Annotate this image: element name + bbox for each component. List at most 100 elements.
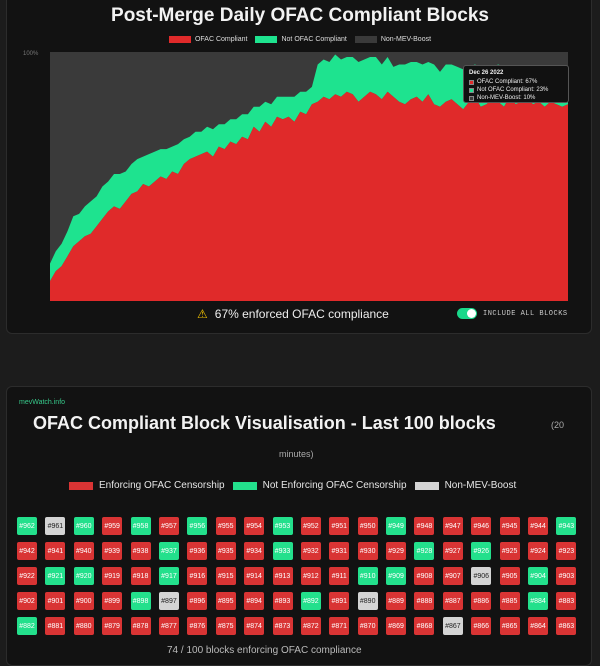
block-cell[interactable]: #935 (215, 542, 236, 560)
block-cell[interactable]: #889 (386, 592, 407, 610)
block-cell[interactable]: #961 (45, 517, 66, 535)
block-cell[interactable]: #951 (329, 517, 350, 535)
block-cell[interactable]: #938 (130, 542, 151, 560)
block-cell[interactable]: #930 (357, 542, 378, 560)
block-cell[interactable]: #958 (130, 517, 151, 535)
block-cell[interactable]: #880 (73, 617, 94, 635)
block-cell[interactable]: #903 (556, 567, 577, 585)
block-cell[interactable]: #899 (102, 592, 123, 610)
block-cell[interactable]: #904 (528, 567, 549, 585)
block-cell[interactable]: #922 (17, 567, 37, 585)
block-cell[interactable]: #955 (215, 517, 236, 535)
block-cell[interactable]: #949 (386, 517, 407, 535)
include-all-blocks-toggle[interactable] (457, 308, 477, 319)
block-cell[interactable]: #897 (158, 592, 179, 610)
block-cell[interactable]: #868 (414, 617, 435, 635)
block-cell[interactable]: #869 (386, 617, 407, 635)
block-cell[interactable]: #939 (102, 542, 123, 560)
block-cell[interactable]: #865 (499, 617, 520, 635)
block-cell[interactable]: #895 (215, 592, 236, 610)
block-cell[interactable]: #863 (556, 617, 577, 635)
block-cell[interactable]: #924 (528, 542, 549, 560)
block-cell[interactable]: #874 (244, 617, 265, 635)
block-cell[interactable]: #906 (471, 567, 492, 585)
block-cell[interactable]: #956 (187, 517, 208, 535)
block-cell[interactable]: #884 (528, 592, 549, 610)
block-cell[interactable]: #959 (102, 517, 123, 535)
block-cell[interactable]: #945 (499, 517, 520, 535)
block-cell[interactable]: #879 (102, 617, 123, 635)
block-cell[interactable]: #931 (329, 542, 350, 560)
block-cell[interactable]: #881 (45, 617, 66, 635)
block-cell[interactable]: #872 (300, 617, 321, 635)
block-cell[interactable]: #925 (499, 542, 520, 560)
block-cell[interactable]: #893 (272, 592, 293, 610)
block-cell[interactable]: #901 (45, 592, 66, 610)
block-cell[interactable]: #954 (244, 517, 265, 535)
block-cell[interactable]: #926 (471, 542, 492, 560)
block-cell[interactable]: #912 (300, 567, 321, 585)
block-cell[interactable]: #933 (272, 542, 293, 560)
block-cell[interactable]: #923 (556, 542, 577, 560)
block-cell[interactable]: #914 (244, 567, 265, 585)
block-cell[interactable]: #948 (414, 517, 435, 535)
block-cell[interactable]: #927 (442, 542, 463, 560)
block-cell[interactable]: #898 (130, 592, 151, 610)
block-cell[interactable]: #891 (329, 592, 350, 610)
block-cell[interactable]: #960 (73, 517, 94, 535)
block-cell[interactable]: #873 (272, 617, 293, 635)
block-cell[interactable]: #952 (300, 517, 321, 535)
block-cell[interactable]: #943 (556, 517, 577, 535)
legend-item-ofac[interactable]: OFAC Compliant (168, 36, 247, 43)
block-cell[interactable]: #870 (357, 617, 378, 635)
block-cell[interactable]: #876 (187, 617, 208, 635)
block-cell[interactable]: #957 (158, 517, 179, 535)
block-cell[interactable]: #907 (442, 567, 463, 585)
area-chart[interactable]: 100% (7, 0, 593, 335)
block-cell[interactable]: #902 (17, 592, 37, 610)
block-cell[interactable]: #916 (187, 567, 208, 585)
block-cell[interactable]: #883 (556, 592, 577, 610)
block-cell[interactable]: #947 (442, 517, 463, 535)
block-cell[interactable]: #917 (158, 567, 179, 585)
block-cell[interactable]: #878 (130, 617, 151, 635)
block-cell[interactable]: #932 (300, 542, 321, 560)
block-cell[interactable]: #908 (414, 567, 435, 585)
block-cell[interactable]: #944 (528, 517, 549, 535)
block-cell[interactable]: #900 (73, 592, 94, 610)
block-cell[interactable]: #885 (499, 592, 520, 610)
block-cell[interactable]: #882 (17, 617, 37, 635)
block-cell[interactable]: #913 (272, 567, 293, 585)
block-cell[interactable]: #946 (471, 517, 492, 535)
block-cell[interactable]: #867 (442, 617, 463, 635)
block-cell[interactable]: #953 (272, 517, 293, 535)
block-cell[interactable]: #866 (471, 617, 492, 635)
legend-item-non-mev[interactable]: Non-MEV-Boost (354, 36, 431, 43)
block-cell[interactable]: #929 (386, 542, 407, 560)
block-cell[interactable]: #909 (386, 567, 407, 585)
block-cell[interactable]: #905 (499, 567, 520, 585)
block-cell[interactable]: #940 (73, 542, 94, 560)
block-cell[interactable]: #936 (187, 542, 208, 560)
block-cell[interactable]: #892 (300, 592, 321, 610)
block-cell[interactable]: #928 (414, 542, 435, 560)
legend-item-not-ofac[interactable]: Not OFAC Compliant (255, 36, 347, 43)
block-cell[interactable]: #864 (528, 617, 549, 635)
block-cell[interactable]: #875 (215, 617, 236, 635)
block-cell[interactable]: #920 (73, 567, 94, 585)
block-cell[interactable]: #919 (102, 567, 123, 585)
block-cell[interactable]: #910 (357, 567, 378, 585)
block-cell[interactable]: #937 (158, 542, 179, 560)
block-cell[interactable]: #950 (357, 517, 378, 535)
block-cell[interactable]: #942 (17, 542, 37, 560)
block-cell[interactable]: #871 (329, 617, 350, 635)
block-cell[interactable]: #888 (414, 592, 435, 610)
block-cell[interactable]: #877 (158, 617, 179, 635)
block-cell[interactable]: #887 (442, 592, 463, 610)
block-cell[interactable]: #921 (45, 567, 66, 585)
block-cell[interactable]: #962 (17, 517, 37, 535)
block-cell[interactable]: #934 (244, 542, 265, 560)
block-cell[interactable]: #890 (357, 592, 378, 610)
block-cell[interactable]: #941 (45, 542, 66, 560)
block-cell[interactable]: #915 (215, 567, 236, 585)
